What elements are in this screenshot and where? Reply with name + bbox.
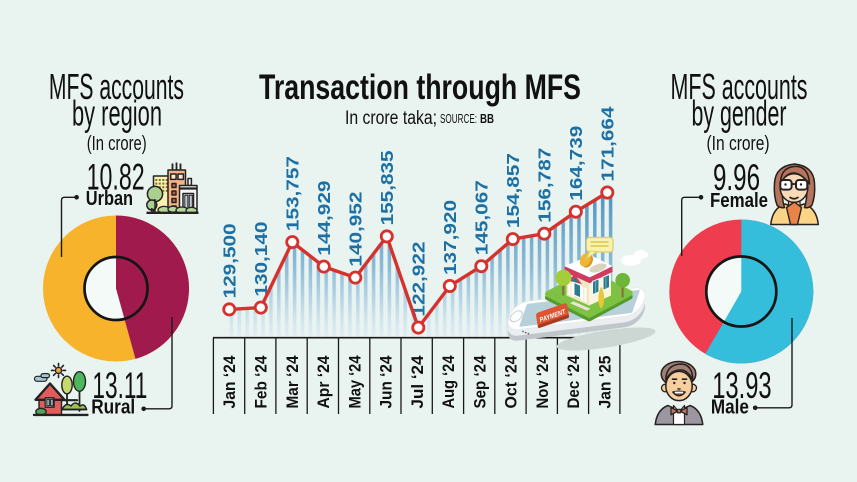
svg-text:Urban: Urban bbox=[86, 188, 133, 210]
svg-text:10.82: 10.82 bbox=[87, 156, 145, 197]
svg-text:Transaction through MFS: Transaction through MFS bbox=[259, 67, 581, 107]
svg-text:9.96: 9.96 bbox=[713, 157, 760, 198]
svg-text:Male: Male bbox=[711, 397, 749, 419]
svg-text:MFS accounts: MFS accounts bbox=[671, 66, 808, 107]
svg-text:MFS accounts: MFS accounts bbox=[49, 66, 184, 107]
svg-text:In crore taka;: In crore taka; bbox=[345, 108, 437, 129]
svg-text:154,857: 154,857 bbox=[503, 153, 523, 228]
svg-text:122,922: 122,922 bbox=[408, 241, 428, 316]
svg-text:171,664: 171,664 bbox=[597, 106, 617, 181]
svg-text:156,787: 156,787 bbox=[534, 148, 554, 223]
svg-text:Nov ‘24: Nov ‘24 bbox=[533, 355, 552, 408]
svg-text:Jul ‘24: Jul ‘24 bbox=[408, 355, 427, 409]
svg-text:140,952: 140,952 bbox=[345, 191, 365, 266]
svg-text:by gender: by gender bbox=[692, 93, 787, 134]
svg-text:155,835: 155,835 bbox=[377, 150, 397, 225]
svg-text:(In crore): (In crore) bbox=[707, 133, 770, 155]
svg-text:13.93: 13.93 bbox=[712, 365, 771, 406]
svg-text:Jan ‘25: Jan ‘25 bbox=[596, 356, 615, 409]
svg-text:Aug ‘24: Aug ‘24 bbox=[439, 355, 458, 408]
svg-text:Female: Female bbox=[710, 190, 768, 212]
svg-text:153,757: 153,757 bbox=[282, 156, 302, 231]
svg-text:13.11: 13.11 bbox=[92, 365, 147, 406]
svg-text:130,140: 130,140 bbox=[251, 221, 271, 296]
svg-text:Rural: Rural bbox=[91, 397, 135, 419]
svg-text:by region: by region bbox=[72, 93, 162, 134]
svg-text:137,920: 137,920 bbox=[440, 200, 460, 275]
svg-text:Jan ‘24: Jan ‘24 bbox=[220, 355, 239, 408]
svg-text:164,739: 164,739 bbox=[566, 125, 586, 200]
svg-text:Feb ‘24: Feb ‘24 bbox=[252, 355, 271, 408]
svg-text:SOURCE:: SOURCE: bbox=[440, 112, 477, 126]
svg-text:129,500: 129,500 bbox=[219, 223, 239, 298]
svg-text:Dec ‘24: Dec ‘24 bbox=[564, 355, 583, 408]
svg-text:May ‘24: May ‘24 bbox=[345, 355, 364, 408]
svg-text:BB: BB bbox=[480, 111, 494, 126]
svg-text:Oct ‘24: Oct ‘24 bbox=[502, 355, 521, 409]
svg-text:144,929: 144,929 bbox=[314, 180, 334, 255]
svg-text:Jun ‘24: Jun ‘24 bbox=[377, 355, 396, 408]
svg-text:(In crore): (In crore) bbox=[87, 133, 147, 155]
svg-text:Mar ‘24: Mar ‘24 bbox=[283, 355, 302, 408]
svg-text:145,067: 145,067 bbox=[471, 180, 491, 255]
svg-text:Sep ‘24: Sep ‘24 bbox=[470, 355, 489, 408]
svg-text:Apr ‘24: Apr ‘24 bbox=[314, 355, 333, 408]
